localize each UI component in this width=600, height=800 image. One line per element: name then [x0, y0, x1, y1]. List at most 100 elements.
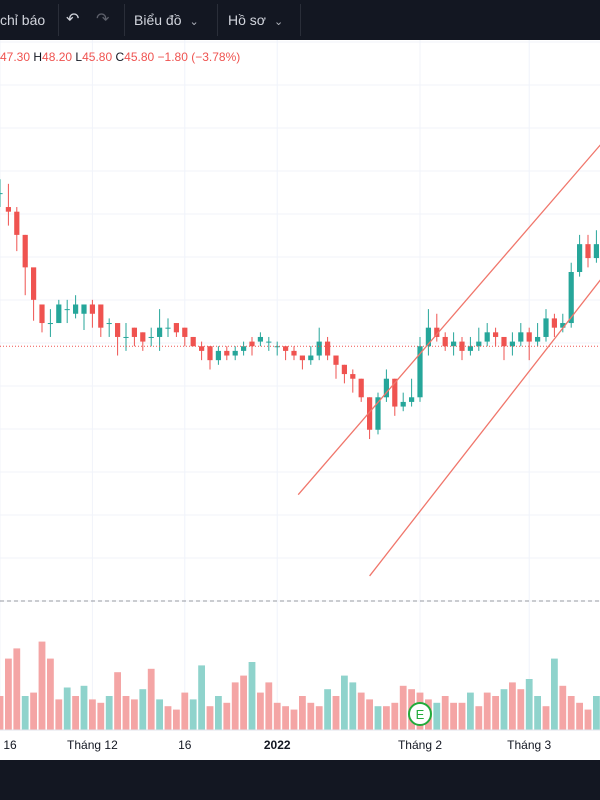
toolbar-divider — [124, 4, 125, 36]
volume-bar — [383, 706, 390, 730]
candle — [434, 313, 440, 342]
volume-bar — [181, 692, 189, 730]
candle — [526, 327, 532, 361]
candle — [375, 392, 381, 435]
volume-bar — [147, 668, 155, 730]
candle-body — [308, 355, 314, 361]
candle-body — [140, 332, 146, 342]
candle-body — [367, 397, 373, 430]
volume-bar — [509, 682, 516, 730]
candle — [341, 364, 347, 384]
candle-body — [316, 341, 322, 356]
candle-body — [526, 332, 532, 342]
candle — [593, 230, 599, 263]
candlestick-chart[interactable]: E 16 Tháng 12 16 2022 Tháng 2 Tháng 3 — [0, 40, 600, 760]
candle-body — [358, 378, 364, 398]
volume-bar — [231, 682, 239, 730]
top-toolbar: chỉ báo ↶ ↷ Biểu đồ ⌄ Hồ sơ ⌄ — [0, 0, 600, 40]
candle-body — [73, 304, 79, 314]
candle — [81, 304, 87, 330]
candle — [425, 309, 431, 356]
volume-bar — [164, 706, 172, 730]
candle-body — [56, 304, 62, 324]
candles — [0, 179, 599, 440]
undo-icon[interactable]: ↶ — [66, 11, 80, 28]
chart-area[interactable]: E 16 Tháng 12 16 2022 Tháng 2 Tháng 3 47.30 H… — [0, 40, 600, 760]
candle — [266, 336, 272, 351]
volume-bar — [257, 692, 264, 730]
profile-menu-button[interactable]: Hồ sơ ⌄ — [228, 0, 283, 40]
candle-body — [484, 332, 490, 342]
candle — [115, 323, 121, 356]
volume-bar — [282, 706, 289, 730]
open-value: 47.30 — [0, 50, 31, 64]
volume-bar — [156, 699, 163, 730]
volume-bar — [433, 702, 441, 730]
x-tick-label: 16 — [178, 738, 192, 752]
volume-bar — [198, 665, 205, 730]
volume-bar — [63, 687, 71, 730]
volume-bar — [173, 709, 180, 730]
candle-body — [14, 211, 20, 235]
x-tick-label: Tháng 12 — [67, 738, 118, 752]
volume-bar — [475, 706, 483, 730]
candle-body — [106, 323, 112, 325]
candle — [274, 341, 280, 356]
volume-bar — [551, 658, 558, 730]
candle — [173, 323, 179, 337]
candle-body — [98, 304, 104, 328]
volume-bar — [307, 702, 315, 730]
volume-bar — [248, 662, 256, 730]
volume-bar — [21, 696, 29, 730]
earnings-marker-label: E — [416, 707, 425, 722]
candle — [157, 309, 163, 351]
candle — [224, 346, 230, 361]
candle-body — [5, 207, 11, 212]
candle-body — [551, 318, 557, 328]
x-axis: 16 Tháng 12 16 2022 Tháng 2 Tháng 3 — [0, 729, 600, 760]
candle-body — [257, 336, 263, 342]
volume-bar — [500, 689, 508, 730]
volume-bar — [80, 685, 88, 730]
high-value: 48.20 — [42, 50, 73, 64]
candle — [291, 346, 297, 361]
candle — [131, 327, 137, 347]
candle — [316, 327, 322, 361]
candle — [476, 327, 482, 351]
volume-bar — [483, 692, 491, 730]
candle — [56, 299, 62, 324]
candle-body — [400, 401, 406, 407]
chevron-down-icon: ⌄ — [189, 16, 199, 28]
candle-body — [493, 332, 499, 337]
candle-body — [585, 244, 591, 259]
candle — [0, 179, 3, 208]
candle — [417, 336, 423, 402]
volume-bar — [139, 689, 147, 730]
chart-menu-button[interactable]: Biểu đồ ⌄ — [134, 0, 199, 40]
candle-body — [199, 346, 205, 351]
candle — [232, 346, 238, 361]
candle-body — [383, 378, 389, 398]
candle — [409, 378, 415, 407]
candle-body — [425, 327, 431, 347]
toolbar-divider — [58, 4, 59, 36]
candle — [493, 327, 499, 347]
volume-bar — [332, 696, 340, 730]
candle-body — [22, 234, 28, 268]
redo-icon[interactable]: ↷ — [96, 11, 110, 28]
indicators-button[interactable]: chỉ báo — [0, 12, 46, 28]
volume-bar — [567, 696, 575, 730]
candle — [509, 332, 515, 356]
candle — [400, 392, 406, 412]
candle — [165, 318, 171, 337]
candle-body — [375, 397, 381, 430]
candle — [577, 234, 583, 277]
candle-body — [39, 304, 45, 324]
candle — [64, 299, 70, 324]
candle-body — [543, 318, 549, 337]
candle-body — [249, 341, 255, 347]
candle-body — [31, 267, 37, 300]
candle-body — [409, 397, 415, 402]
candle-body — [207, 346, 213, 361]
candle — [22, 234, 28, 296]
